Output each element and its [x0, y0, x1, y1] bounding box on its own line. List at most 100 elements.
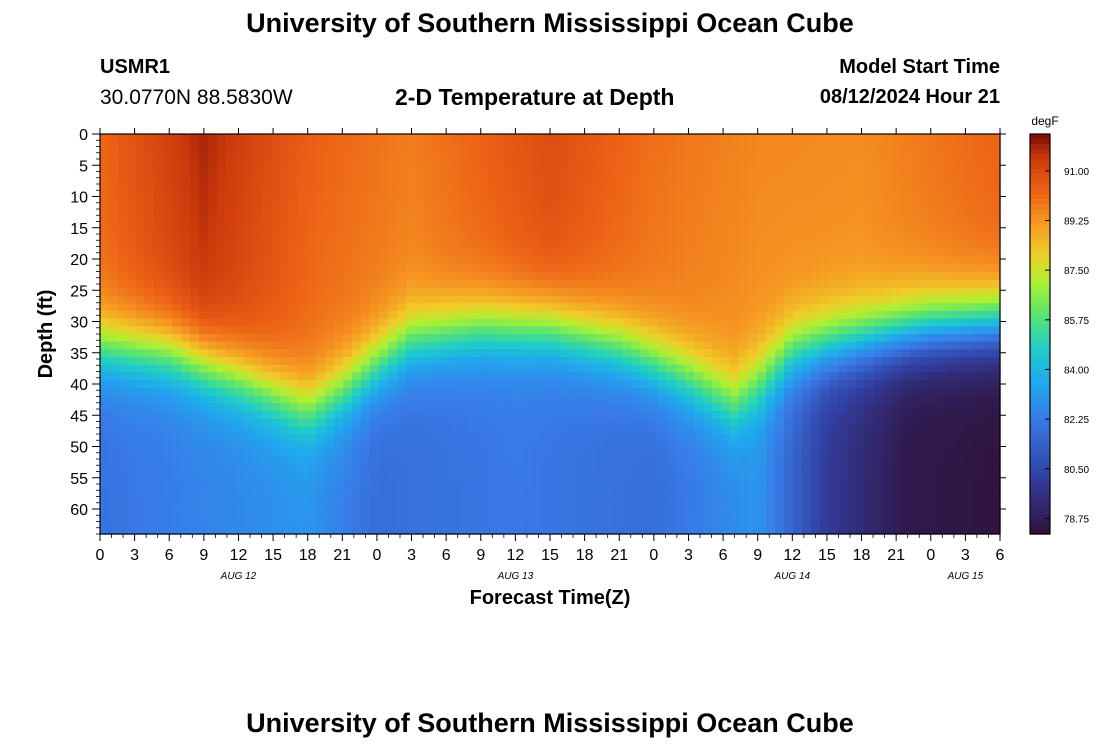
heatmap-cell	[568, 172, 578, 181]
heatmap-cell	[784, 480, 794, 489]
heatmap-cell	[802, 418, 812, 427]
heatmap-cell	[847, 164, 857, 174]
heatmap-cell	[937, 149, 947, 158]
heatmap-cell	[721, 195, 731, 204]
heatmap-cell	[208, 503, 218, 512]
heatmap-cell	[685, 226, 695, 235]
heatmap-cell	[460, 395, 470, 404]
heatmap-cell	[379, 357, 389, 366]
heatmap-cell	[730, 141, 740, 150]
heatmap-cell	[883, 395, 893, 404]
heatmap-cell	[361, 426, 371, 435]
heatmap-cell	[253, 503, 263, 512]
heatmap-cell	[217, 164, 227, 174]
heatmap-cell	[631, 280, 641, 289]
heatmap-cell	[226, 480, 236, 489]
heatmap-cell	[442, 480, 452, 489]
heatmap-cell	[271, 334, 281, 343]
heatmap-cell	[604, 403, 614, 412]
heatmap-cell	[847, 157, 857, 166]
heatmap-cell	[505, 187, 515, 197]
heatmap-cell	[595, 218, 605, 227]
heatmap-cell	[271, 357, 281, 366]
heatmap-cell	[208, 380, 218, 389]
heatmap-cell	[145, 149, 155, 158]
heatmap-cell	[361, 503, 371, 512]
heatmap-cell	[784, 434, 794, 443]
heatmap-cell	[550, 149, 560, 158]
heatmap-cell	[586, 357, 596, 366]
heatmap-cell	[811, 241, 821, 250]
heatmap-cell	[874, 434, 884, 443]
heatmap-cell	[811, 264, 821, 274]
heatmap-cell	[955, 380, 965, 389]
heatmap-cell	[127, 410, 137, 420]
heatmap-cell	[550, 426, 560, 435]
heatmap-cell	[316, 180, 326, 189]
heatmap-cell	[649, 403, 659, 412]
heatmap-cell	[748, 280, 758, 289]
heatmap-cell	[577, 441, 587, 450]
heatmap-cell	[352, 395, 362, 404]
heatmap-cell	[262, 180, 272, 189]
heatmap-cell	[550, 395, 560, 404]
heatmap-cell	[847, 264, 857, 274]
heatmap-cell	[559, 349, 569, 358]
heatmap-cell	[550, 464, 560, 474]
heatmap-cell	[892, 141, 902, 150]
heatmap-cell	[604, 480, 614, 489]
heatmap-cell	[613, 380, 623, 389]
heatmap-cell	[532, 503, 542, 512]
heatmap-cell	[262, 434, 272, 443]
heatmap-cell	[208, 357, 218, 366]
heatmap-cell	[703, 234, 713, 243]
heatmap-cell	[685, 218, 695, 227]
heatmap-cell	[307, 341, 317, 350]
heatmap-cell	[955, 257, 965, 266]
heatmap-cell	[523, 234, 533, 243]
heatmap-cell	[100, 180, 110, 189]
heatmap-cell	[316, 210, 326, 220]
heatmap-cell	[676, 472, 686, 481]
heatmap-cell	[820, 141, 830, 150]
heatmap-cell	[649, 395, 659, 404]
heatmap-cell	[613, 164, 623, 174]
heatmap-cell	[406, 141, 416, 150]
heatmap-cell	[685, 449, 695, 458]
heatmap-cell	[721, 234, 731, 243]
heatmap-cell	[595, 264, 605, 274]
heatmap-cell	[883, 280, 893, 289]
heatmap-cell	[667, 249, 677, 258]
heatmap-cell	[361, 472, 371, 481]
heatmap-cell	[910, 303, 920, 312]
heatmap-cell	[703, 510, 713, 520]
heatmap-cell	[658, 218, 668, 227]
heatmap-cell	[991, 226, 1001, 235]
heatmap-cell	[550, 418, 560, 427]
heatmap-cell	[217, 180, 227, 189]
heatmap-cell	[595, 280, 605, 289]
heatmap-cell	[415, 387, 425, 397]
heatmap-cell	[730, 472, 740, 481]
heatmap-cell	[109, 280, 119, 289]
heatmap-cell	[946, 195, 956, 204]
heatmap-cell	[424, 187, 434, 197]
heatmap-cell	[190, 380, 200, 389]
heatmap-cell	[388, 326, 398, 335]
heatmap-cell	[649, 334, 659, 343]
heatmap-cell	[541, 226, 551, 235]
heatmap-cell	[379, 349, 389, 358]
heatmap-cell	[226, 472, 236, 481]
heatmap-cell	[505, 134, 515, 143]
heatmap-cell	[487, 403, 497, 412]
heatmap-cell	[712, 441, 722, 450]
heatmap-cell	[316, 218, 326, 227]
heatmap-cell	[523, 172, 533, 181]
heatmap-cell	[514, 495, 524, 504]
heatmap-cell	[829, 134, 839, 143]
heatmap-cell	[361, 487, 371, 497]
heatmap-cell	[793, 141, 803, 150]
heatmap-cell	[487, 449, 497, 458]
heatmap-cell	[136, 464, 146, 474]
heatmap-cell	[559, 195, 569, 204]
